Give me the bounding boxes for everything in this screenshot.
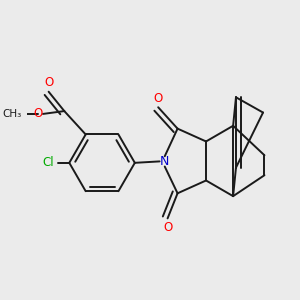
Text: N: N <box>160 155 170 168</box>
Text: O: O <box>33 107 42 120</box>
Text: CH₃: CH₃ <box>2 109 21 119</box>
Text: O: O <box>44 76 53 89</box>
Text: Cl: Cl <box>42 156 54 169</box>
Text: O: O <box>153 92 162 105</box>
Text: O: O <box>163 221 172 234</box>
